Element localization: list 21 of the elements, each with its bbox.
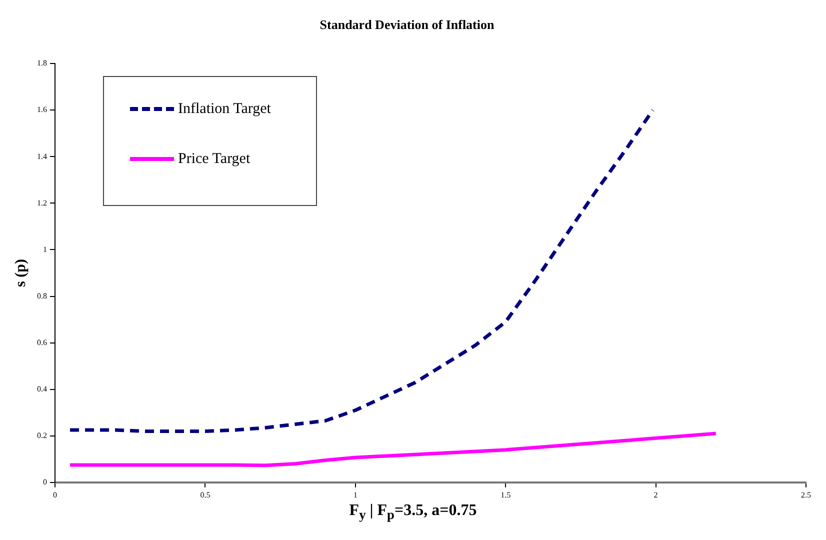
chart-title: Standard Deviation of Inflation	[320, 17, 495, 32]
y-tick-label: 1.8	[37, 58, 47, 68]
y-axis-title: s (p)	[12, 259, 29, 287]
y-tick-label: 0	[43, 477, 47, 486]
x-tick-label: 1.5	[500, 490, 511, 500]
x-tick-label: 2.5	[801, 490, 811, 500]
y-tick-label: 0.4	[37, 384, 47, 394]
x-axis-title: F$_{y}$ | F$_{p}$=3.5, a=0.75	[348, 502, 478, 524]
x-tick-label: 2	[654, 490, 658, 500]
legend-label: Inflation Target	[178, 100, 271, 118]
legend-label: Price Target	[178, 150, 250, 168]
y-tick-label: 0.2	[37, 430, 47, 440]
x-tick-label: 1	[353, 490, 358, 500]
y-tick-label: 0.6	[37, 338, 47, 347]
y-tick-label: 1.4	[37, 152, 47, 161]
y-tick-label: 0.8	[37, 291, 47, 300]
x-tick-label: 0.5	[200, 490, 210, 500]
y-tick-label: 1.2	[37, 198, 47, 208]
y-tick-label: 1.6	[37, 105, 47, 114]
y-tick-label: 1	[43, 244, 47, 254]
x-tick-label: 0	[53, 490, 57, 500]
